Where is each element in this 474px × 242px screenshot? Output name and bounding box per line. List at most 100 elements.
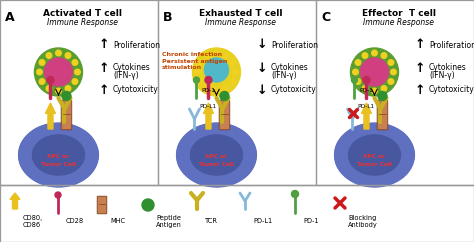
Circle shape (378, 91, 387, 100)
Bar (0, 0, 158, 185)
Text: ↓: ↓ (257, 38, 267, 52)
Text: (IFN-γ): (IFN-γ) (429, 71, 455, 81)
Circle shape (197, 60, 203, 65)
Circle shape (214, 88, 219, 94)
Polygon shape (32, 135, 84, 175)
Text: Antibody: Antibody (348, 222, 378, 228)
Text: MHC: MHC (110, 218, 125, 224)
Circle shape (72, 79, 78, 84)
Text: PD-L1: PD-L1 (253, 218, 272, 224)
Circle shape (355, 79, 361, 84)
Text: PD-L1: PD-L1 (357, 104, 374, 108)
Circle shape (362, 86, 368, 91)
Circle shape (197, 79, 203, 84)
Circle shape (388, 79, 394, 84)
Circle shape (75, 69, 80, 75)
Circle shape (36, 69, 42, 75)
Circle shape (65, 53, 71, 58)
FancyBboxPatch shape (219, 100, 230, 130)
Circle shape (391, 69, 396, 75)
Circle shape (230, 79, 236, 84)
Circle shape (381, 53, 387, 58)
Circle shape (230, 60, 236, 65)
Circle shape (204, 86, 210, 91)
Circle shape (35, 48, 82, 96)
FancyBboxPatch shape (97, 196, 107, 214)
Circle shape (204, 53, 210, 58)
Text: Tumor Cell: Tumor Cell (41, 161, 76, 166)
Polygon shape (177, 123, 256, 187)
Circle shape (55, 88, 61, 94)
Text: PD-1: PD-1 (359, 88, 374, 92)
Circle shape (72, 60, 78, 65)
Text: Immune Response: Immune Response (47, 18, 118, 27)
Text: Peptide: Peptide (156, 215, 181, 221)
Text: Immune Response: Immune Response (206, 18, 276, 27)
Text: PD-1: PD-1 (201, 88, 215, 92)
Text: APC or: APC or (205, 154, 228, 159)
Polygon shape (46, 103, 55, 129)
Text: Tumor Cell: Tumor Cell (199, 161, 234, 166)
Text: Proliferation: Proliferation (271, 40, 318, 50)
Polygon shape (362, 103, 372, 129)
Bar (158, 0, 316, 185)
Text: ↑: ↑ (415, 38, 425, 52)
Bar (0, 0, 158, 185)
Circle shape (55, 192, 61, 198)
FancyBboxPatch shape (61, 100, 72, 130)
Circle shape (353, 69, 358, 75)
Text: Activated T cell: Activated T cell (44, 9, 122, 18)
Bar (316, 0, 474, 185)
Circle shape (47, 76, 54, 83)
Bar (158, 0, 316, 185)
Text: ↓: ↓ (257, 83, 267, 97)
Circle shape (388, 60, 394, 65)
Text: Cytokines: Cytokines (429, 63, 467, 73)
Circle shape (372, 50, 377, 56)
Circle shape (205, 76, 212, 83)
FancyBboxPatch shape (377, 100, 388, 130)
Circle shape (363, 76, 370, 83)
Text: Cytotoxicity: Cytotoxicity (429, 85, 474, 94)
Text: APC or: APC or (47, 154, 70, 159)
Circle shape (360, 58, 389, 86)
Text: (IFN-γ): (IFN-γ) (271, 71, 297, 81)
Polygon shape (191, 135, 243, 175)
Circle shape (193, 77, 200, 83)
Text: ↑: ↑ (99, 61, 109, 75)
Polygon shape (10, 193, 20, 209)
Text: ↑: ↑ (415, 83, 425, 97)
Circle shape (142, 199, 154, 211)
Text: CD28: CD28 (66, 218, 84, 224)
Polygon shape (18, 123, 99, 187)
Bar (0, 185, 474, 242)
Circle shape (204, 58, 228, 82)
Polygon shape (348, 135, 401, 175)
Bar (316, 0, 474, 185)
Text: ↑: ↑ (99, 83, 109, 97)
Circle shape (39, 60, 45, 65)
Circle shape (351, 77, 357, 83)
Text: Chronic infection
Persistent antigen
stimulation: Chronic infection Persistent antigen sti… (162, 52, 228, 70)
Text: ↓: ↓ (257, 61, 267, 75)
Circle shape (55, 50, 61, 56)
Circle shape (65, 86, 71, 91)
Circle shape (214, 50, 219, 56)
Circle shape (195, 69, 200, 75)
Circle shape (220, 91, 229, 100)
Circle shape (350, 48, 399, 96)
Circle shape (362, 53, 368, 58)
Circle shape (223, 86, 229, 91)
Text: A: A (5, 11, 15, 24)
Circle shape (192, 48, 240, 96)
Circle shape (46, 86, 52, 91)
Text: Immune Response: Immune Response (364, 18, 435, 27)
Text: Cytokines: Cytokines (271, 63, 309, 73)
Text: Proliferation: Proliferation (113, 40, 160, 50)
Text: Cytokines: Cytokines (113, 63, 151, 73)
Text: APC or: APC or (364, 154, 385, 159)
Text: B: B (163, 11, 173, 24)
Text: ↑: ↑ (415, 61, 425, 75)
Circle shape (223, 53, 229, 58)
Text: Tumor Cell: Tumor Cell (357, 161, 392, 166)
